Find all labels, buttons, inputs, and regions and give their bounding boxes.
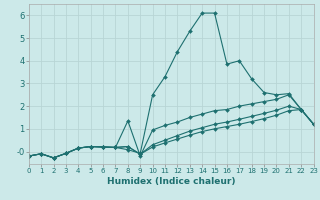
X-axis label: Humidex (Indice chaleur): Humidex (Indice chaleur) [107, 177, 236, 186]
